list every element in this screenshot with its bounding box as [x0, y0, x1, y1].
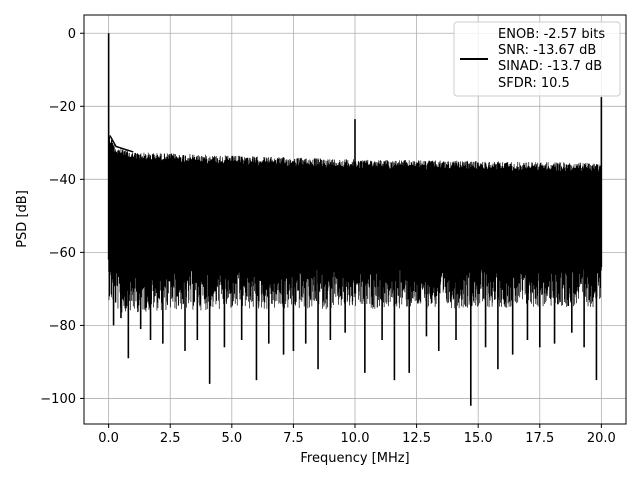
x-tick-label: 15.0 — [464, 431, 493, 446]
x-tick-label: 2.5 — [160, 431, 181, 446]
y-tick-label: −40 — [49, 173, 76, 188]
x-tick-label: 12.5 — [402, 431, 431, 446]
x-tick-label: 5.0 — [221, 431, 242, 446]
x-tick-label: 17.5 — [525, 431, 554, 446]
legend: ENOB: -2.57 bits SNR: -13.67 dB SINAD: -… — [453, 21, 621, 97]
legend-box — [453, 21, 621, 97]
psd-trace — [107, 33, 603, 406]
x-tick-label: 7.5 — [283, 431, 304, 446]
legend-entry-enob: ENOB: -2.57 bits — [498, 27, 605, 42]
dc-rolloff — [109, 135, 134, 153]
x-axis-ticks: 0.0 2.5 5.0 7.5 10.0 12.5 15.0 17.5 20.0 — [98, 424, 616, 446]
y-tick-label: −60 — [49, 246, 76, 261]
x-axis-label: Frequency [MHz] — [300, 451, 409, 466]
legend-entry-sinad: SINAD: -13.7 dB — [498, 59, 602, 74]
y-tick-label: −20 — [49, 100, 76, 115]
legend-entry-sfdr: SFDR: 10.5 — [498, 76, 570, 91]
y-axis-ticks: 0 −20 −40 −60 −80 −100 — [40, 27, 84, 407]
y-tick-label: −80 — [49, 319, 76, 334]
legend-entry-snr: SNR: -13.67 dB — [498, 43, 596, 58]
y-tick-label: 0 — [68, 27, 76, 42]
x-tick-label: 20.0 — [587, 431, 616, 446]
y-axis-label: PSD [dB] — [15, 190, 30, 248]
x-tick-label: 0.0 — [98, 431, 119, 446]
y-tick-label: −100 — [40, 392, 76, 407]
x-tick-label: 10.0 — [341, 431, 370, 446]
